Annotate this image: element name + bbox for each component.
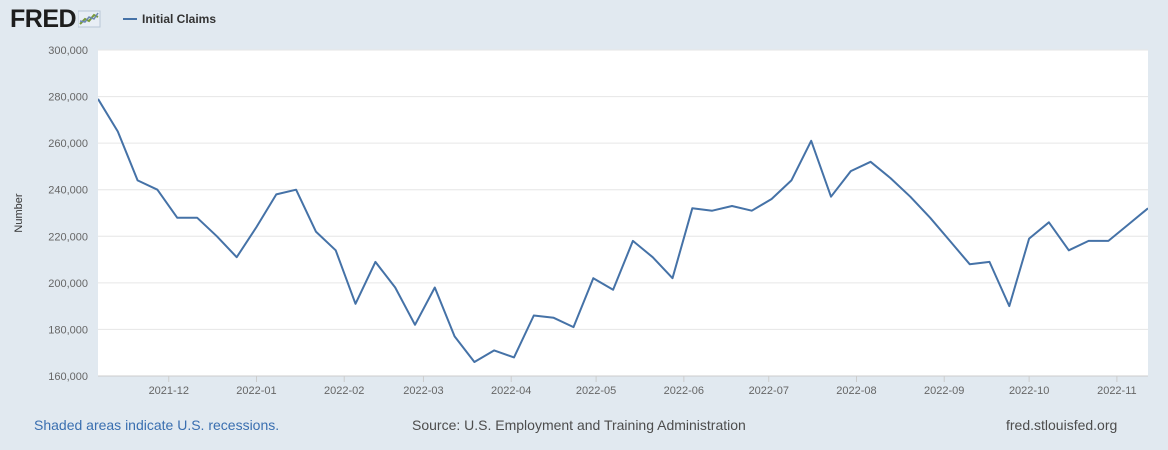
x-tick-label: 2022-10 — [1009, 385, 1049, 397]
x-tick-label: 2022-04 — [491, 385, 531, 397]
legend-swatch — [123, 18, 137, 20]
y-tick-label: 300,000 — [48, 45, 88, 57]
legend-label: Initial Claims — [142, 12, 217, 26]
series-points — [97, 98, 1149, 363]
y-tick-label: 220,000 — [48, 231, 88, 243]
x-tick-label: 2022-09 — [924, 385, 964, 397]
y-axis-ticks: 160,000 180,000 200,000 220,000 240,000 260,0… — [48, 45, 88, 383]
fred-logo-text: FRED — [10, 5, 77, 33]
series-line-initial-claims[interactable] — [98, 98, 1148, 363]
chart-area[interactable]: 160,000 180,000 200,000 220,000 240,000 260,0… — [0, 0, 1168, 410]
y-tick-label: 280,000 — [48, 92, 88, 104]
x-tick-label: 2022-05 — [576, 385, 616, 397]
y-tick-label: 160,000 — [48, 371, 88, 383]
x-tick-label: 2022-06 — [664, 385, 704, 397]
y-axis-title: Number — [13, 193, 25, 232]
chart-legend[interactable]: Initial Claims — [123, 12, 216, 26]
recession-note-link[interactable]: Shaded areas indicate U.S. recessions. — [34, 417, 280, 433]
x-tick-label: 2022-11 — [1097, 385, 1137, 397]
site-url-link[interactable]: fred.stlouisfed.org — [1006, 417, 1118, 433]
plot-background — [98, 50, 1148, 376]
fred-logo[interactable]: FRED — [10, 6, 102, 32]
y-tick-label: 200,000 — [48, 278, 88, 290]
x-tick-label: 2021-12 — [149, 385, 189, 397]
x-tick-label: 2022-03 — [403, 385, 443, 397]
x-tick-label: 2022-01 — [236, 385, 276, 397]
x-tick-label: 2022-02 — [324, 385, 364, 397]
y-tick-label: 240,000 — [48, 185, 88, 197]
source-note: Source: U.S. Employment and Training Adm… — [412, 417, 746, 433]
trend-chart-icon — [78, 10, 101, 28]
x-tick-label: 2022-08 — [836, 385, 876, 397]
x-tick-label: 2022-07 — [749, 385, 789, 397]
x-axis-ticks: 2021-12 2022-01 2022-02 2022-03 2022-04 2022-… — [98, 375, 1148, 397]
y-tick-label: 180,000 — [48, 324, 88, 336]
y-tick-label: 260,000 — [48, 138, 88, 150]
